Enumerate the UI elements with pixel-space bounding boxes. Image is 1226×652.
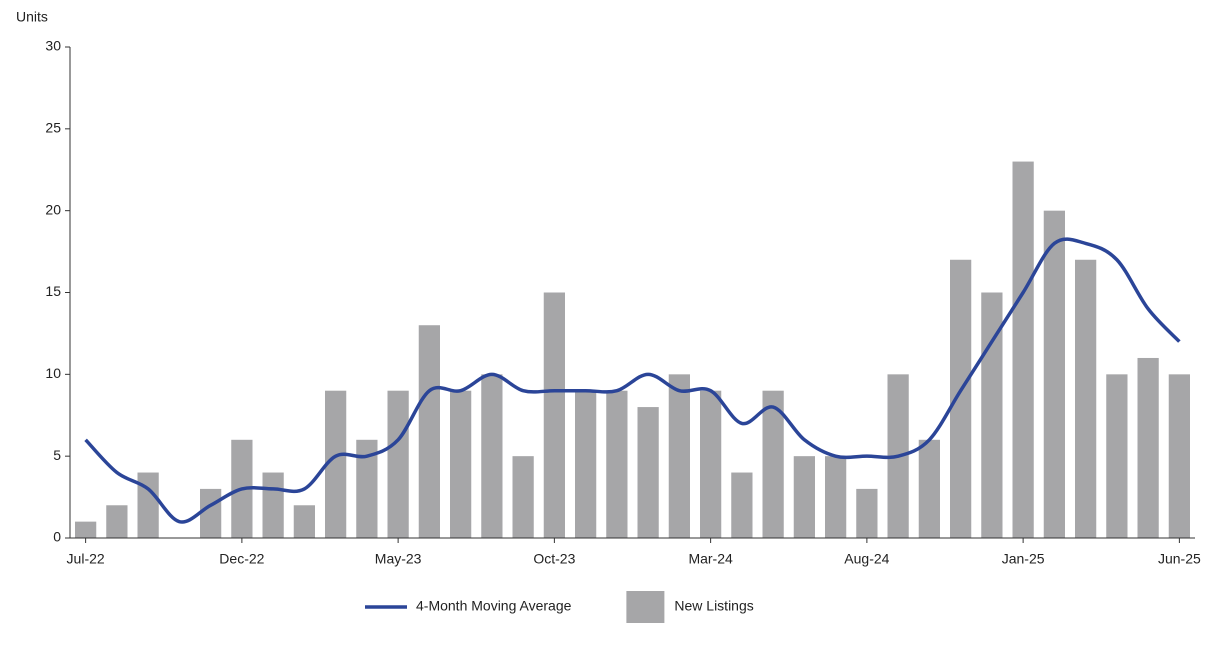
- bar: [1137, 357, 1159, 538]
- bar: [293, 505, 315, 538]
- legend-label: New Listings: [674, 598, 753, 614]
- legend-label: 4-Month Moving Average: [416, 598, 572, 614]
- x-tick-label: Jul-22: [67, 551, 105, 567]
- bar: [731, 472, 753, 538]
- bar: [856, 488, 878, 538]
- bar: [1106, 374, 1128, 538]
- bar: [918, 439, 940, 538]
- bar: [1012, 161, 1034, 539]
- y-tick-label: 0: [53, 529, 61, 545]
- bar: [262, 472, 284, 538]
- bar: [106, 505, 128, 538]
- line: [84, 237, 1181, 524]
- bar: [575, 390, 597, 538]
- bar: [950, 259, 972, 538]
- bar: [356, 439, 378, 538]
- bar: [512, 456, 534, 538]
- y-tick-label: 30: [45, 38, 61, 54]
- x-tick-label: Dec-22: [219, 551, 264, 567]
- bar: [137, 472, 159, 538]
- bar: [75, 521, 97, 538]
- bar: [387, 390, 409, 538]
- bar: [1043, 210, 1065, 538]
- bar: [418, 325, 440, 538]
- y-tick-label: 10: [45, 365, 61, 381]
- bar: [450, 390, 472, 538]
- bar: [481, 374, 503, 538]
- legend-swatch: [626, 591, 665, 623]
- bar: [700, 390, 722, 538]
- x-tick-label: May-23: [375, 551, 422, 567]
- y-tick-label: 25: [45, 120, 61, 136]
- bar: [981, 292, 1003, 538]
- bar: [668, 374, 690, 538]
- bar: [762, 390, 784, 538]
- x-tick-label: Mar-24: [688, 551, 733, 567]
- x-tick-label: Aug-24: [844, 551, 889, 567]
- x-tick-label: Jun-25: [1158, 551, 1201, 567]
- bar: [793, 456, 815, 538]
- bar: [637, 407, 659, 538]
- x-tick-label: Oct-23: [533, 551, 575, 567]
- bar: [200, 488, 222, 538]
- y-tick-label: 15: [45, 283, 61, 299]
- x-tick-label: Jan-25: [1002, 551, 1045, 567]
- bar: [1075, 259, 1097, 538]
- bar: [825, 456, 847, 538]
- bar: [543, 292, 565, 538]
- bar: [1168, 374, 1190, 538]
- y-tick-label: 20: [45, 201, 61, 217]
- bar: [606, 390, 628, 538]
- bar: [325, 390, 347, 538]
- y-axis-label: Units: [16, 9, 48, 25]
- y-tick-label: 5: [53, 447, 61, 463]
